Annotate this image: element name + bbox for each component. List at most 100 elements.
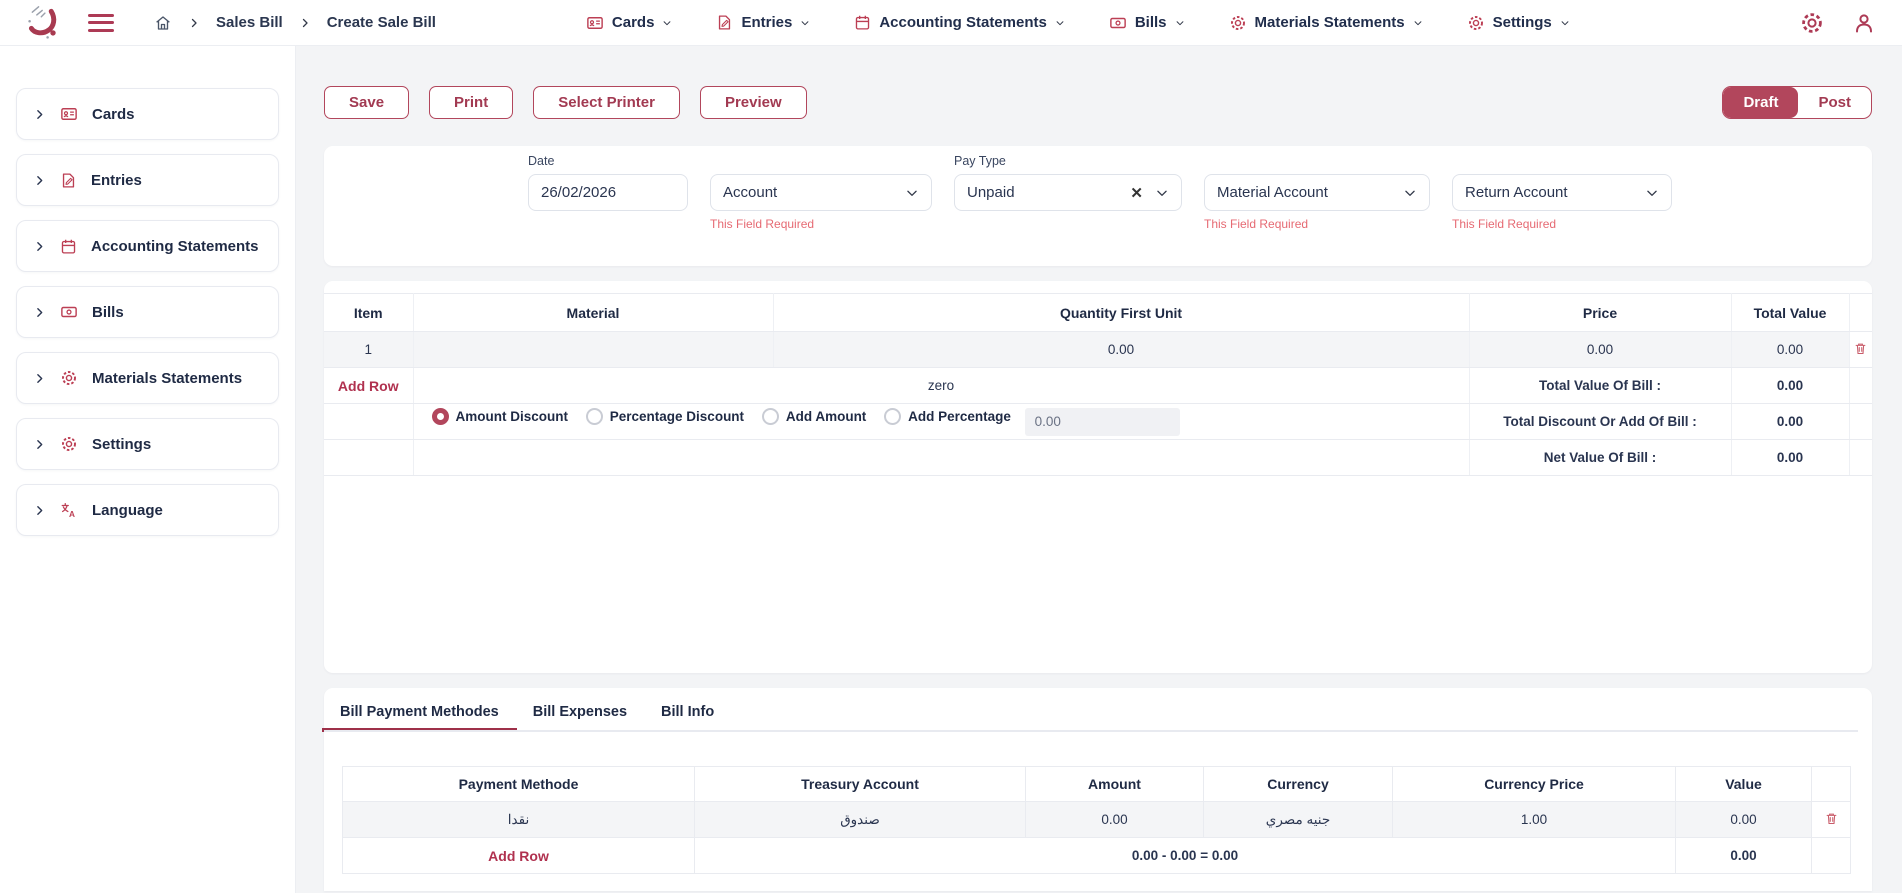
- material-account-value: Material Account: [1217, 184, 1328, 201]
- id-card-icon: [586, 14, 604, 32]
- payment-total-value: 0.00: [1675, 837, 1812, 874]
- add-percentage-radio[interactable]: Add Percentage: [884, 408, 1011, 426]
- return-account-value: Return Account: [1465, 184, 1568, 201]
- nav-item-accounting-statements[interactable]: Accounting Statements: [854, 14, 1065, 31]
- user-profile-icon[interactable]: [1852, 11, 1876, 35]
- total-value-of-bill-label: Total Value Of Bill :: [1469, 367, 1732, 404]
- delete-row-icon[interactable]: [1824, 811, 1839, 826]
- amount-cell[interactable]: 0.00: [1025, 801, 1204, 838]
- treasury-account-cell[interactable]: صندوق: [694, 801, 1026, 838]
- account-required-error: This Field Required: [710, 217, 815, 231]
- nav-label: Materials Statements: [1254, 14, 1405, 31]
- price-cell[interactable]: 0.00: [1469, 331, 1732, 368]
- currency-price-cell[interactable]: 1.00: [1392, 801, 1676, 838]
- sidebar-item-label: Entries: [91, 171, 142, 189]
- chevron-right-icon: [37, 241, 43, 251]
- net-value-row: Net Value Of Bill : 0.00: [324, 439, 1872, 476]
- item-row-1: 1 0.00 0.00 0.00: [324, 331, 1872, 368]
- discount-options: Amount Discount Percentage Discount Add …: [413, 403, 1470, 440]
- nav-item-cards[interactable]: Cards: [586, 14, 673, 32]
- payment-add-row: Add Row 0.00 - 0.00 = 0.00 0.00: [342, 837, 1851, 874]
- total-discount-value: 0.00: [1731, 403, 1850, 440]
- chevron-down-icon: [801, 20, 809, 25]
- calendar-icon: [60, 238, 77, 255]
- tab-bill-info[interactable]: Bill Info: [661, 704, 715, 720]
- total-discount-label: Total Discount Or Add Of Bill :: [1469, 403, 1732, 440]
- add-row-button[interactable]: Add Row: [337, 377, 399, 394]
- sidebar-item-cards[interactable]: Cards: [16, 88, 279, 140]
- sidebar-item-entries[interactable]: Entries: [16, 154, 279, 206]
- gear-icon: [60, 435, 78, 453]
- currency-cell[interactable]: جنيه مصري: [1203, 801, 1393, 838]
- date-label: Date: [528, 154, 555, 168]
- add-payment-row-button[interactable]: Add Row: [488, 847, 549, 864]
- sidebar-item-label: Bills: [92, 303, 124, 321]
- sidebar-item-label: Accounting Statements: [91, 237, 259, 255]
- tabs-underline: [324, 730, 1858, 732]
- chevron-down-icon: [1405, 190, 1415, 196]
- menu-toggle-icon[interactable]: [88, 13, 114, 32]
- amount-discount-radio[interactable]: Amount Discount: [431, 408, 568, 426]
- discount-row: Amount Discount Percentage Discount Add …: [324, 403, 1872, 440]
- banknote-icon: [60, 303, 78, 321]
- discount-value-input[interactable]: [1024, 407, 1180, 436]
- nav-label: Entries: [741, 14, 793, 31]
- app-logo[interactable]: [26, 5, 62, 41]
- bill-details-section: Bill Payment Methodes Bill Expenses Bill…: [322, 688, 1872, 891]
- add-amount-radio[interactable]: Add Amount: [761, 408, 866, 426]
- settings-gear-icon[interactable]: [1800, 11, 1824, 35]
- sidebar-item-accounting-statements[interactable]: Accounting Statements: [16, 220, 279, 272]
- col-amount: Amount: [1025, 766, 1204, 802]
- nav-item-entries[interactable]: Entries: [716, 14, 810, 31]
- items-table-header-row: Item Material Quantity First Unit Price …: [324, 293, 1872, 332]
- date-field[interactable]: [528, 174, 688, 211]
- nav-label: Settings: [1492, 14, 1552, 31]
- return-account-select[interactable]: Return Account: [1452, 174, 1672, 211]
- tab-bill-expenses[interactable]: Bill Expenses: [532, 704, 628, 720]
- draft-button[interactable]: Draft: [1723, 87, 1799, 118]
- material-cell[interactable]: [413, 331, 774, 368]
- nav-item-materials-statements[interactable]: Materials Statements: [1229, 14, 1423, 32]
- id-card-icon: [60, 105, 78, 123]
- delete-row-icon[interactable]: [1853, 341, 1868, 356]
- radio-icon: [585, 408, 603, 426]
- select-printer-button[interactable]: Select Printer: [533, 86, 680, 119]
- net-value-of-bill-value: 0.00: [1731, 439, 1850, 476]
- gear-icon: [1229, 14, 1247, 32]
- payment-method-cell[interactable]: نقدا: [342, 801, 695, 838]
- nav-item-bills[interactable]: Bills: [1109, 14, 1185, 32]
- chevron-right-icon: [37, 109, 43, 119]
- sidebar-item-language[interactable]: A Language: [16, 484, 279, 536]
- col-item: Item: [324, 293, 414, 332]
- material-account-select[interactable]: Material Account: [1204, 174, 1430, 211]
- bill-items-section: Item Material Quantity First Unit Price …: [324, 281, 1872, 673]
- items-table: Item Material Quantity First Unit Price …: [324, 293, 1872, 476]
- percentage-discount-radio[interactable]: Percentage Discount: [585, 408, 744, 426]
- pay-type-select[interactable]: Unpaid ✕: [954, 174, 1182, 211]
- print-button[interactable]: Print: [429, 86, 514, 119]
- sidebar-item-settings[interactable]: Settings: [16, 418, 279, 470]
- breadcrumb-sales-bill[interactable]: Sales Bill: [216, 14, 283, 31]
- payment-value-cell: 0.00: [1675, 801, 1812, 838]
- quantity-cell[interactable]: 0.00: [773, 331, 1470, 368]
- date-input[interactable]: [541, 184, 675, 201]
- banknote-icon: [1109, 14, 1127, 32]
- clear-icon[interactable]: ✕: [1130, 184, 1143, 202]
- nav-item-settings[interactable]: Settings: [1467, 14, 1570, 32]
- draft-post-toggle: Draft Post: [1722, 86, 1872, 119]
- tab-bill-payment-methodes[interactable]: Bill Payment Methodes: [322, 700, 517, 732]
- sidebar-item-materials-statements[interactable]: Materials Statements: [16, 352, 279, 404]
- save-button[interactable]: Save: [324, 86, 410, 119]
- col-price: Price: [1469, 293, 1732, 332]
- zero-label: zero: [413, 367, 1470, 404]
- home-icon[interactable]: [154, 14, 172, 32]
- col-currency: Currency: [1203, 766, 1393, 802]
- sidebar-item-bills[interactable]: Bills: [16, 286, 279, 338]
- detail-tabs: Bill Payment Methodes Bill Expenses Bill…: [322, 700, 1850, 732]
- pay-type-label: Pay Type: [954, 154, 1006, 168]
- post-button[interactable]: Post: [1798, 87, 1871, 118]
- account-select[interactable]: Account: [710, 174, 932, 211]
- preview-button[interactable]: Preview: [699, 86, 807, 119]
- svg-text:A: A: [69, 510, 75, 519]
- col-total-value: Total Value: [1731, 293, 1850, 332]
